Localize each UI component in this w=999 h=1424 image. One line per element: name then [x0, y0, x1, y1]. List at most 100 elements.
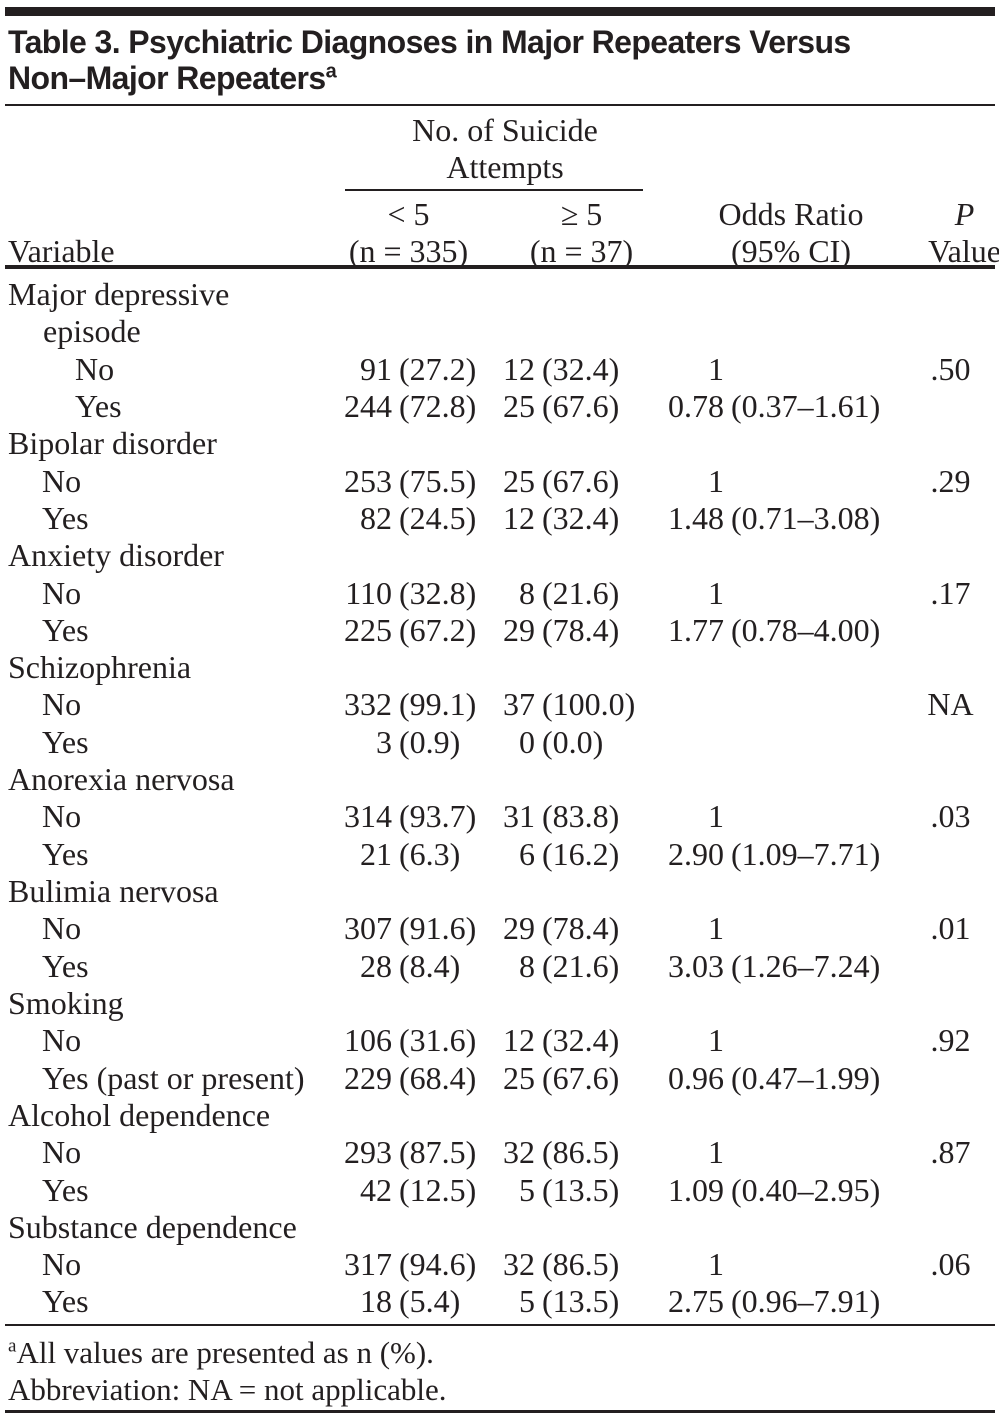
pct-ge5: (32.4)	[542, 499, 620, 536]
odds-ratio-ci: (1.09–7.71)	[731, 835, 881, 872]
count-lt5-cell: 307 (91.6)	[330, 910, 487, 947]
odds-ratio-ci: (0.37–1.61)	[731, 387, 881, 424]
count-lt5-cell: 225 (67.2)	[330, 612, 487, 649]
table-row: Bipolar disorder	[8, 425, 991, 462]
p-value	[882, 1172, 991, 1209]
n-ge5: 12	[503, 499, 535, 536]
count-lt5-cell: 91 (27.2)	[330, 351, 487, 388]
row-label: No	[42, 1134, 82, 1171]
count-ge5-cell: 8 (21.6)	[487, 575, 640, 612]
odds-ratio-ci: (1.26–7.24)	[731, 947, 881, 984]
p-value	[882, 500, 991, 537]
odds-ratio-cell: 1	[640, 1022, 882, 1059]
n-ge5: 25	[503, 387, 535, 424]
pct-lt5: (87.5)	[399, 1134, 477, 1171]
top-bar	[5, 7, 995, 16]
column-header-odds-ratio-ci: (95% CI)	[731, 233, 851, 269]
count-ge5-cell: 12 (32.4)	[487, 500, 640, 537]
pct-ge5: (86.5)	[542, 1246, 620, 1283]
count-lt5-cell: 293 (87.5)	[330, 1134, 487, 1171]
p-value: .03	[930, 798, 971, 835]
table-row: No 307 (91.6) 29 (78.4) 1.01	[8, 910, 991, 947]
table-row: No 332 (99.1) 37 (100.0) NA	[8, 686, 991, 723]
n-ge5: 6	[519, 835, 535, 872]
table-row: No 106 (31.6) 12 (32.4) 1.92	[8, 1022, 991, 1059]
pct-ge5: (78.4)	[542, 910, 620, 947]
row-label: Yes	[42, 1283, 89, 1320]
pct-lt5: (67.2)	[399, 611, 477, 648]
count-lt5-cell: 253 (75.5)	[330, 463, 487, 500]
column-header-lt5-n: (n = 335)	[348, 233, 469, 269]
table-body: Major depressive episode No 91 (27.2) 12 (32.4…	[8, 276, 991, 1321]
n-lt5: 18	[360, 1283, 392, 1320]
count-lt5-cell: 314 (93.7)	[330, 798, 487, 835]
odds-ratio-cell: 1	[640, 910, 882, 947]
pct-ge5: (32.4)	[542, 350, 620, 387]
row-label: No	[75, 350, 115, 387]
variable-group-label: Major depressive	[8, 276, 230, 312]
header-rule	[5, 265, 995, 269]
pct-ge5: (83.8)	[542, 798, 620, 835]
table-row: No 91 (27.2) 12 (32.4) 1.50	[8, 351, 991, 388]
table-row: Alcohol dependence	[8, 1097, 991, 1134]
odds-ratio-ci: (0.47–1.99)	[731, 1059, 881, 1096]
n-lt5: 3	[376, 723, 392, 760]
odds-ratio-ci: (0.78–4.00)	[731, 611, 881, 648]
odds-ratio-value: 1	[708, 910, 724, 947]
odds-ratio-ci: (0.40–2.95)	[731, 1171, 881, 1208]
row-label: Yes	[42, 835, 89, 872]
odds-ratio-value: 1	[708, 350, 724, 387]
count-lt5-cell: 21 (6.3)	[330, 836, 487, 873]
table-row: Substance dependence	[8, 1209, 991, 1246]
n-lt5: 314	[344, 798, 392, 835]
odds-ratio-cell: 1.48 (0.71–3.08)	[640, 500, 882, 537]
p-value: .06	[930, 1246, 971, 1283]
odds-ratio-cell: 1.77 (0.78–4.00)	[640, 612, 882, 649]
odds-ratio-cell: 1	[640, 798, 882, 835]
count-lt5-cell: 3 (0.9)	[330, 724, 487, 761]
n-lt5: 106	[344, 1022, 392, 1059]
pct-ge5: (21.6)	[542, 947, 620, 984]
odds-ratio-cell	[640, 686, 882, 723]
n-lt5: 28	[360, 947, 392, 984]
count-ge5-cell: 29 (78.4)	[487, 910, 640, 947]
table-title-line1: Table 3. Psychiatric Diagnoses in Major …	[8, 24, 851, 60]
p-value: .17	[930, 574, 971, 611]
title-rule	[5, 104, 995, 106]
odds-ratio-cell: 1	[640, 575, 882, 612]
pct-lt5: (75.5)	[399, 462, 477, 499]
p-value: .01	[930, 910, 971, 947]
p-value	[882, 612, 991, 649]
table-row: No 314 (93.7) 31 (83.8) 1.03	[8, 798, 991, 835]
count-lt5-cell: 317 (94.6)	[330, 1246, 487, 1283]
variable-group-label: Schizophrenia	[8, 649, 192, 686]
pct-ge5: (67.6)	[542, 1059, 620, 1096]
pct-ge5: (16.2)	[542, 835, 620, 872]
p-value	[882, 836, 991, 873]
pct-lt5: (6.3)	[399, 835, 461, 872]
pct-lt5: (93.7)	[399, 798, 477, 835]
count-lt5-cell: 106 (31.6)	[330, 1022, 487, 1059]
row-label: Yes	[42, 611, 89, 648]
row-label: No	[42, 686, 82, 723]
count-ge5-cell: 8 (21.6)	[487, 948, 640, 985]
pct-ge5: (21.6)	[542, 574, 620, 611]
p-value	[882, 948, 991, 985]
odds-ratio-value: 2.75	[668, 1283, 724, 1320]
count-ge5-cell: 12 (32.4)	[487, 351, 640, 388]
pct-ge5: (86.5)	[542, 1134, 620, 1171]
pct-lt5: (72.8)	[399, 387, 477, 424]
n-lt5: 253	[344, 462, 392, 499]
n-lt5: 317	[344, 1246, 392, 1283]
table-row: No 110 (32.8) 8 (21.6) 1.17	[8, 575, 991, 612]
odds-ratio-value: 1	[708, 1246, 724, 1283]
table-row: No 293 (87.5) 32 (86.5) 1.87	[8, 1134, 991, 1171]
n-ge5: 8	[519, 947, 535, 984]
variable-group-label: Anxiety disorder	[8, 537, 224, 574]
variable-group-label: Bipolar disorder	[8, 425, 217, 462]
table-row: episode	[8, 313, 991, 350]
pct-ge5: (13.5)	[542, 1171, 620, 1208]
pct-lt5: (24.5)	[399, 499, 477, 536]
table-row: Anxiety disorder	[8, 537, 991, 574]
